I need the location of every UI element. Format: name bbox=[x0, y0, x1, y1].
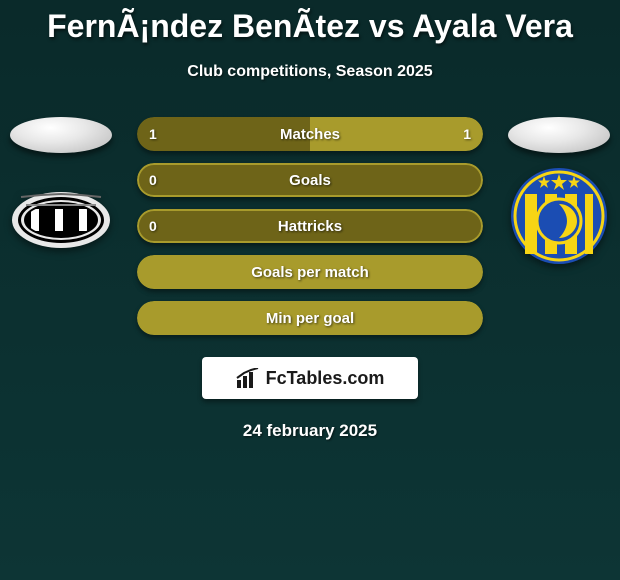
stat-bar: Hattricks0 bbox=[137, 209, 483, 243]
stat-bar-right-value: 1 bbox=[463, 117, 471, 151]
stat-bar: Min per goal bbox=[137, 301, 483, 335]
comparison-panel: Matches11Goals0Hattricks0Goals per match… bbox=[0, 117, 620, 335]
left-player-avatar bbox=[10, 117, 112, 153]
stat-bar: Goals0 bbox=[137, 163, 483, 197]
chart-icon bbox=[236, 368, 260, 388]
stat-bar: Goals per match bbox=[137, 255, 483, 289]
left-club-logo bbox=[11, 175, 111, 265]
brand-text: FcTables.com bbox=[266, 368, 385, 389]
subtitle: Club competitions, Season 2025 bbox=[0, 63, 620, 81]
left-player-column bbox=[10, 117, 112, 265]
right-player-avatar bbox=[508, 117, 610, 153]
stat-bars: Matches11Goals0Hattricks0Goals per match… bbox=[137, 117, 483, 335]
right-player-column bbox=[508, 117, 610, 261]
page-title: FernÃ¡ndez BenÃ­tez vs Ayala Vera bbox=[0, 0, 620, 45]
brand-box[interactable]: FcTables.com bbox=[202, 357, 418, 399]
stat-bar-label: Hattricks bbox=[137, 209, 483, 243]
date-label: 24 february 2025 bbox=[0, 421, 620, 441]
stat-bar-label: Goals per match bbox=[137, 255, 483, 289]
stat-bar: Matches1 1 bbox=[137, 117, 483, 151]
stat-bar-label: Min per goal bbox=[137, 301, 483, 335]
stat-bar-left-value: 0 bbox=[149, 209, 157, 243]
stat-bar-left-value: 0 bbox=[149, 163, 157, 197]
right-club-logo bbox=[509, 171, 609, 261]
stat-bar-label: Goals bbox=[137, 163, 483, 197]
stat-bar-label: Matches bbox=[137, 117, 483, 151]
stat-bar-left-value: 1 bbox=[149, 117, 157, 151]
